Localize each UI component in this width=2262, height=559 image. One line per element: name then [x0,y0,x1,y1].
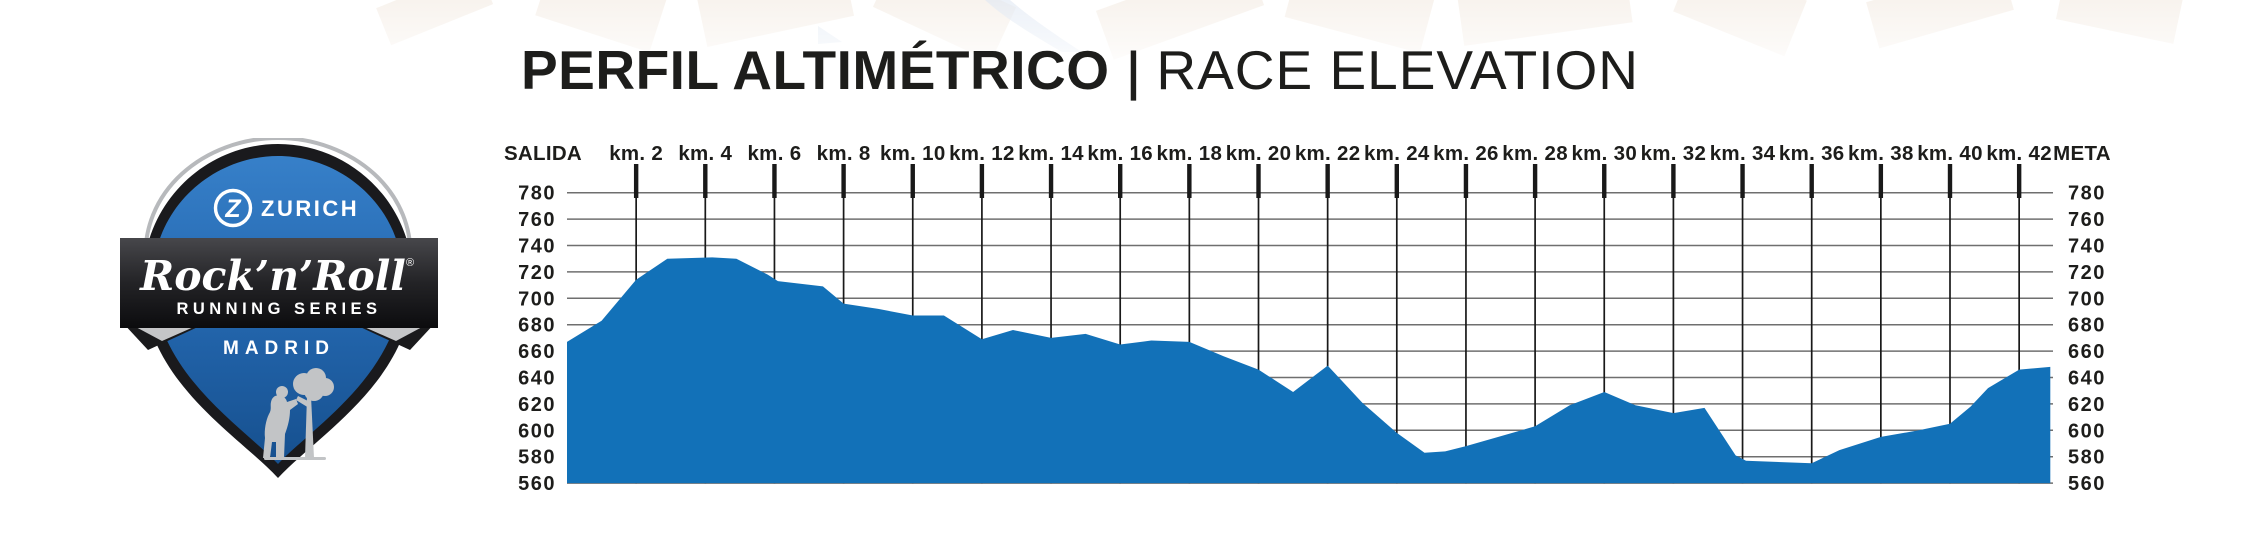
y-label-left: 600 [518,420,556,442]
event-logo-badge: Z ZURICH Rock’n’Roll ® RUNNING SERIES MA… [120,138,438,478]
bear-and-tree-icon [263,368,334,460]
y-label-left: 560 [518,473,556,495]
y-label-right: 660 [2068,341,2106,363]
km-tick [1048,164,1054,198]
x-label-km: km. 22 [1295,142,1361,165]
y-label-left: 720 [518,262,556,284]
x-label-km: km. 26 [1433,142,1499,165]
y-label-left: 760 [518,209,556,231]
city-label: MADRID [223,338,335,359]
brand-sub: RUNNING SERIES [176,300,381,318]
band-sliver-left [134,326,196,341]
km-tick [633,164,639,198]
band-sliver-right [362,326,424,341]
page-title: PERFIL ALTIMÉTRICO | RACE ELEVATION [470,38,1690,106]
x-label-km: km. 12 [949,142,1015,165]
y-label-right: 600 [2068,420,2106,442]
x-label-meta: META [2053,142,2111,165]
x-label-km: km. 30 [1571,142,1637,165]
y-label-right: 680 [2068,315,2106,337]
y-label-right: 560 [2068,473,2106,495]
brand-script: Rock’n’Roll [139,252,406,300]
zurich-logo: Z ZURICH [213,188,359,228]
brand-registered: ® [406,257,414,269]
km-tick [841,164,846,198]
y-label-left: 700 [518,288,556,310]
y-label-right: 700 [2068,288,2106,310]
y-label-right: 740 [2068,236,2106,258]
zurich-circle-icon [213,188,253,228]
x-label-km: km. 32 [1641,142,1707,165]
km-tick [772,164,777,198]
y-label-left: 620 [518,394,556,416]
y-label-right: 760 [2068,209,2106,231]
km-tick [1947,164,1953,198]
y-label-left: 680 [518,315,556,337]
km-tick [1187,164,1192,198]
x-label-km: km. 18 [1157,142,1223,165]
zurich-wordmark: ZURICH [261,196,359,221]
km-tick [1532,164,1538,198]
y-label-left: 740 [518,236,556,258]
km-tick [979,164,985,198]
km-tick [1394,164,1399,198]
x-label-km: km. 8 [817,142,871,165]
y-label-left: 780 [518,183,556,205]
x-label-km: km. 4 [678,142,732,165]
x-label-km: km. 6 [747,142,801,165]
y-label-left: 660 [518,341,556,363]
km-tick [1463,164,1469,198]
x-label-km: km. 40 [1917,142,1983,165]
x-label-km: km. 20 [1226,142,1292,165]
km-tick [1325,164,1330,198]
x-label-km: km. 10 [880,142,946,165]
km-tick [1809,164,1814,198]
y-label-right: 780 [2068,183,2106,205]
x-label-km: km. 34 [1710,142,1776,165]
title-primary: PERFIL ALTIMÉTRICO [521,39,1110,101]
background-map [0,0,2262,70]
km-tick [1671,164,1676,198]
title-separator: | [1127,42,1139,101]
y-label-left: 580 [518,447,556,469]
km-tick [1740,164,1745,198]
km-tick [1878,164,1884,198]
x-label-km: km. 28 [1502,142,1568,165]
y-label-right: 640 [2068,368,2106,390]
x-label-salida: SALIDA [504,142,582,165]
km-tick [1256,164,1261,198]
zurich-z: Z [224,195,242,223]
x-label-km: km. 38 [1848,142,1914,165]
y-label-right: 620 [2068,394,2106,416]
km-tick [703,164,708,198]
x-label-km: km. 2 [609,142,663,165]
km-tick [2016,164,2022,198]
brand-band [120,238,438,328]
badge-silver-rim [143,138,413,269]
x-label-km: km. 24 [1364,142,1430,165]
title-secondary: RACE ELEVATION [1156,39,1639,101]
y-label-left: 640 [518,368,556,390]
x-label-km: km. 14 [1018,142,1084,165]
x-label-km: km. 42 [1986,142,2052,165]
elevation-area [567,257,2051,484]
x-label-km: km. 16 [1087,142,1153,165]
km-tick [1602,164,1607,198]
km-tick [1118,164,1123,198]
y-label-right: 580 [2068,447,2106,469]
y-label-right: 720 [2068,262,2106,284]
x-label-km: km. 36 [1779,142,1845,165]
km-tick [910,164,915,198]
